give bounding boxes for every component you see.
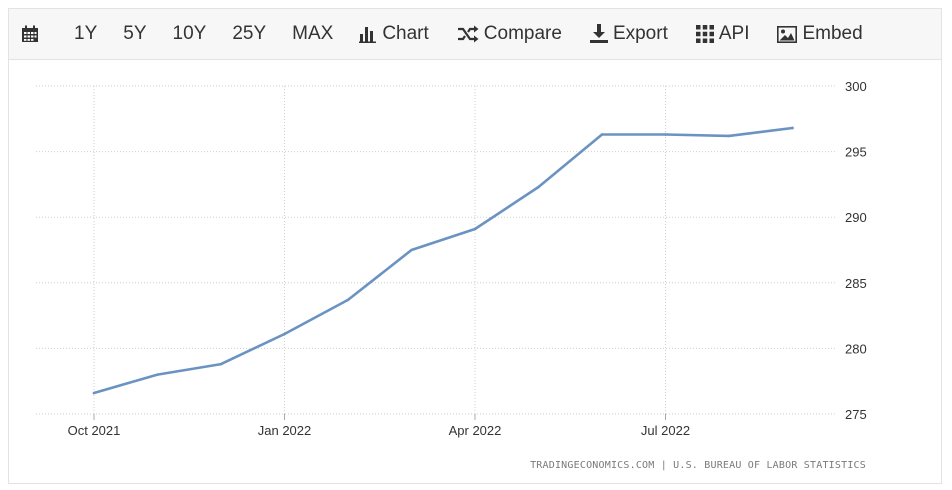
data-point [600, 133, 604, 136]
data-point [791, 126, 794, 130]
range-10y-button[interactable]: 10Y [172, 23, 207, 44]
y-tick-label: 275 [845, 407, 867, 422]
export-button[interactable]: Export [589, 16, 668, 52]
x-tick-label: Oct 2021 [68, 423, 121, 438]
range-25y-button[interactable]: 25Y [232, 23, 267, 44]
range-5y-button[interactable]: 5Y [123, 23, 147, 44]
series-line [92, 126, 794, 395]
x-tick-label: Apr 2022 [449, 423, 502, 438]
x-axis: Oct 2021 Jan 2022 Apr 2022 Jul 2022 [68, 414, 690, 438]
data-point [664, 133, 667, 136]
data-point [156, 373, 159, 376]
export-label: Export [612, 23, 668, 44]
compare-button[interactable]: Compare [457, 16, 562, 52]
bar-chart-icon [359, 25, 377, 43]
compare-label: Compare [483, 23, 562, 44]
series [92, 126, 794, 395]
range-max-button[interactable]: MAX [292, 23, 334, 44]
y-tick-label: 295 [845, 145, 867, 160]
shuffle-icon [457, 25, 479, 43]
calendar-icon [21, 25, 39, 43]
data-point [473, 227, 477, 231]
chart-type-button[interactable]: Chart [359, 16, 429, 52]
y-tick-label: 280 [845, 341, 867, 356]
chart-type-label: Chart [382, 23, 429, 44]
image-icon [777, 25, 798, 43]
embed-label: Embed [802, 23, 863, 44]
calendar-button[interactable] [21, 16, 44, 52]
source-credit: TRADINGECONOMICS.COM | U.S. BUREAU OF LA… [530, 460, 866, 471]
embed-button[interactable]: Embed [777, 16, 863, 52]
data-point [410, 248, 413, 252]
data-point [219, 362, 223, 366]
y-tick-label: 300 [845, 79, 867, 94]
y-tick-label: 285 [845, 276, 867, 291]
api-label: API [718, 23, 750, 44]
grid-icon [695, 25, 714, 43]
data-point [727, 134, 731, 138]
x-tick-label: Jul 2022 [641, 423, 690, 438]
range-1y-button[interactable]: 1Y [74, 23, 98, 44]
download-icon [589, 24, 608, 44]
x-tick-label: Jan 2022 [258, 423, 312, 438]
y-axis: 275 280 285 290 295 300 [845, 79, 867, 422]
api-button[interactable]: API [695, 16, 750, 52]
y-tick-label: 290 [845, 210, 867, 225]
gridlines [36, 85, 835, 415]
data-point [92, 391, 96, 395]
chart-toolbar: 1Y 5Y 10Y 25Y MAX Chart Compare [8, 8, 942, 60]
data-point [346, 298, 350, 302]
data-point [537, 185, 540, 189]
data-point [283, 332, 286, 336]
